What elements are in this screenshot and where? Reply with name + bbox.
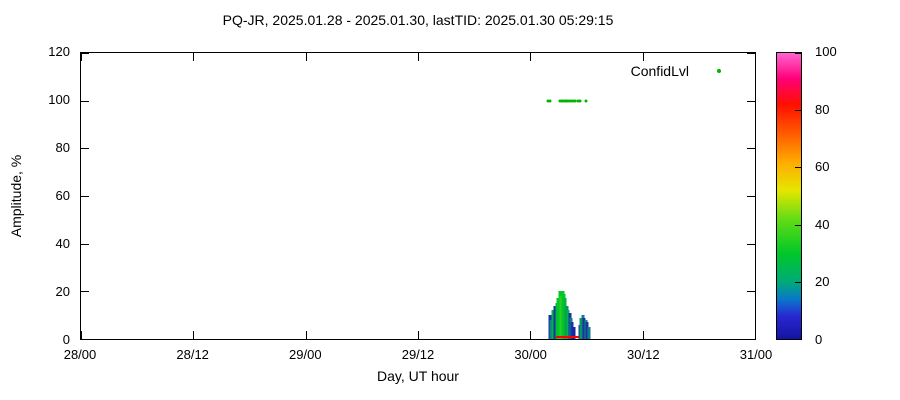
x-tick-mark — [305, 331, 307, 339]
confidlvl-dot — [567, 99, 571, 103]
y-tick-label: 0 — [62, 332, 70, 347]
amplitude-bar — [551, 310, 555, 339]
y-tick-mark — [81, 148, 89, 150]
confidlvl-dot — [578, 99, 582, 103]
x-tick-mark — [81, 53, 82, 61]
legend-marker-dot — [717, 69, 721, 73]
colorbar-tick-label: 80 — [815, 101, 830, 117]
y-tick-label: 80 — [55, 140, 70, 155]
confidlvl-dot — [571, 99, 575, 103]
x-tick-mark — [193, 331, 195, 339]
confidlvl-dot — [558, 99, 562, 103]
colorbar-tick-label: 0 — [815, 332, 823, 347]
confidlvl-dot — [576, 99, 580, 103]
amplitude-bar — [549, 319, 553, 339]
x-tick-label: 29/12 — [401, 347, 435, 362]
y-tick-mark — [747, 339, 755, 340]
y-tick-label: 60 — [55, 188, 70, 203]
colorbar-tick-mark — [795, 339, 801, 340]
y-tick-label: 20 — [55, 284, 70, 299]
colorbar-tick-label: 60 — [815, 159, 830, 175]
y-tick-label: 100 — [48, 92, 70, 107]
x-tick-mark — [530, 331, 532, 339]
x-tick-mark — [81, 331, 82, 339]
colorbar-tick-label: 100 — [815, 44, 837, 59]
colorbar — [776, 52, 802, 340]
y-tick-mark — [81, 243, 89, 245]
y-tick-mark — [81, 291, 89, 293]
y-tick-mark — [747, 291, 755, 293]
y-tick-mark — [747, 100, 755, 102]
y-tick-mark — [81, 339, 89, 340]
colorbar-tick-label: 40 — [815, 216, 830, 232]
colorbar-tick-mark — [795, 281, 801, 283]
colorbar-tick-mark — [795, 53, 801, 54]
plot-area: ConfidLvl — [80, 52, 756, 340]
x-tick-label: 30/00 — [514, 347, 547, 362]
colorbar-tick-mark — [795, 167, 801, 169]
x-tick-label: 31/00 — [739, 347, 773, 362]
amplitude-bar — [587, 327, 591, 339]
y-tick-mark — [81, 196, 89, 197]
y-tick-mark — [81, 53, 89, 54]
amplitude-bar — [572, 327, 576, 339]
y-tick-label: 120 — [48, 44, 70, 59]
colorbar-tick-mark — [795, 110, 801, 112]
legend: ConfidLvl — [631, 63, 721, 79]
x-tick-label: 28/12 — [176, 347, 209, 362]
legend-label: ConfidLvl — [630, 63, 689, 79]
x-tick-mark — [755, 53, 756, 61]
confidlvl-dot — [584, 99, 588, 103]
x-tick-mark — [418, 331, 419, 339]
colorbar-tick-label: 20 — [815, 274, 830, 290]
x-tick-label: 28/00 — [63, 347, 97, 362]
x-axis-label: Day, UT hour — [377, 368, 459, 384]
y-tick-mark — [747, 148, 755, 150]
x-tick-label: 29/00 — [289, 347, 322, 362]
x-tick-mark — [418, 53, 419, 61]
x-tick-label: 30/12 — [627, 347, 660, 362]
confidlvl-dot — [573, 99, 577, 103]
y-tick-label: 40 — [55, 236, 70, 251]
x-tick-mark — [305, 53, 307, 61]
amplitude-bar — [553, 305, 557, 339]
confidlvl-dot — [548, 99, 552, 103]
y-tick-mark — [81, 100, 89, 102]
x-tick-mark — [642, 331, 644, 339]
chart-title: PQ-JR, 2025.01.28 - 2025.01.30, lastTID:… — [222, 12, 614, 28]
x-tick-mark — [755, 331, 756, 339]
y-tick-mark — [747, 243, 755, 245]
confidlvl-dot — [546, 99, 550, 103]
confidlvl-dot — [569, 99, 573, 103]
amplitude-bar — [585, 322, 589, 339]
x-tick-mark — [193, 53, 195, 61]
tid-baseline-mark — [575, 336, 580, 338]
y-tick-mark — [747, 53, 755, 54]
x-tick-mark — [530, 53, 532, 61]
colorbar-tick-mark — [795, 224, 801, 226]
x-tick-mark — [642, 53, 644, 61]
y-tick-mark — [747, 196, 755, 197]
